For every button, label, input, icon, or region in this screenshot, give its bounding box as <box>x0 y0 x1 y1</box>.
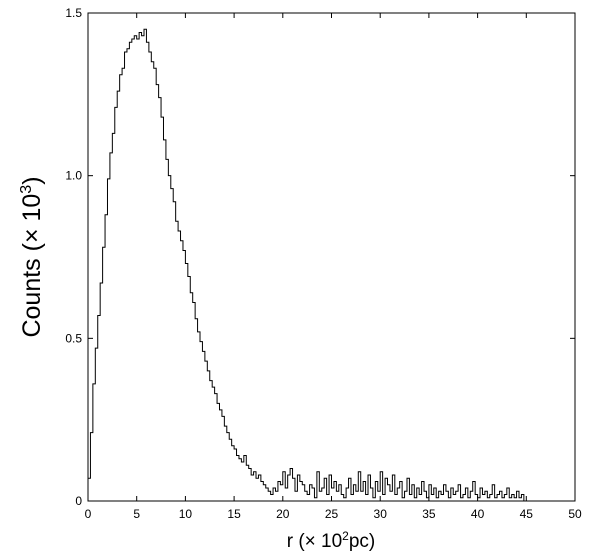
y-axis-title: Counts (× 103) <box>18 176 46 337</box>
x-tick-label: 45 <box>520 507 534 521</box>
x-axis-title-text: r (× 10 <box>287 531 342 552</box>
y-axis-title-close: ) <box>18 176 46 184</box>
y-tick-label: 1.5 <box>65 6 82 20</box>
y-tick-label: 0 <box>75 494 82 508</box>
x-tick-label: 15 <box>227 507 241 521</box>
y-axis-title-exponent: 3 <box>18 185 35 194</box>
y-tick-label: 1.0 <box>65 169 82 183</box>
x-tick-label: 5 <box>133 507 140 521</box>
plot-area-frame <box>87 12 576 502</box>
x-tick-label: 40 <box>471 507 485 521</box>
x-tick-label: 10 <box>179 507 193 521</box>
x-tick-label: 35 <box>422 507 436 521</box>
x-axis-title: r (× 102pc) <box>287 529 376 552</box>
x-tick-label: 25 <box>325 507 339 521</box>
x-axis-title-exponent: 2 <box>342 529 349 543</box>
x-axis-title-unit: pc) <box>349 531 375 552</box>
y-tick-label: 0.5 <box>65 331 82 345</box>
x-tick-label: 30 <box>374 507 388 521</box>
x-tick-label: 20 <box>276 507 290 521</box>
y-axis-title-text: Counts (× 10 <box>18 194 46 338</box>
histogram-series <box>87 28 525 501</box>
ticks-layer: 0 5 10 15 20 25 30 35 40 45 50 0 0.5 1.0 1.5 <box>65 6 582 521</box>
x-tick-label: 0 <box>85 507 92 521</box>
x-tick-label: 50 <box>568 507 582 521</box>
